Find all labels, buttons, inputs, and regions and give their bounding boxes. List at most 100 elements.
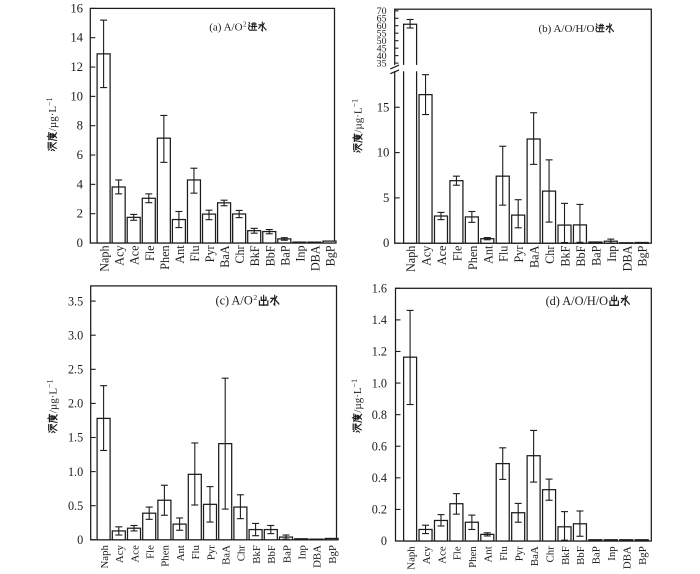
svg-text:Inp: Inp — [293, 245, 307, 261]
svg-text:Naph: Naph — [99, 545, 111, 569]
svg-text:DBA: DBA — [622, 546, 634, 569]
svg-text:5: 5 — [383, 191, 389, 205]
svg-text:60: 60 — [377, 21, 387, 32]
svg-text:Chr: Chr — [544, 546, 556, 563]
svg-text:0.6: 0.6 — [372, 439, 387, 453]
svg-text:BbF: BbF — [266, 545, 278, 564]
svg-text:DBA: DBA — [308, 245, 322, 271]
svg-text:0: 0 — [383, 236, 389, 250]
svg-text:0: 0 — [77, 533, 83, 547]
svg-text:55: 55 — [377, 28, 387, 39]
svg-text:14: 14 — [70, 31, 83, 45]
svg-text:Fle: Fle — [145, 545, 157, 559]
svg-text:50: 50 — [377, 36, 387, 47]
svg-text:0: 0 — [381, 534, 387, 548]
svg-text:BkF: BkF — [559, 245, 573, 266]
svg-text:Pyr: Pyr — [205, 545, 217, 560]
svg-text:70: 70 — [377, 6, 387, 17]
svg-text:Ant: Ant — [175, 545, 187, 561]
svg-text:Ant: Ant — [481, 245, 495, 264]
svg-text:0.5: 0.5 — [68, 499, 83, 513]
svg-text:Flu: Flu — [497, 246, 511, 262]
svg-text:BaA: BaA — [221, 545, 233, 565]
svg-text:2: 2 — [77, 207, 83, 221]
svg-text:Chr: Chr — [233, 245, 247, 263]
svg-text:Flu: Flu — [190, 545, 202, 560]
svg-text:0.8: 0.8 — [372, 408, 387, 422]
svg-text:Acy: Acy — [420, 245, 434, 266]
svg-text:Phen: Phen — [158, 245, 172, 269]
svg-text:Ace: Ace — [436, 546, 448, 564]
svg-text:Ant: Ant — [483, 546, 495, 562]
svg-text:Chr: Chr — [543, 246, 557, 264]
svg-text:BaP: BaP — [281, 545, 293, 563]
svg-text:BaP: BaP — [589, 245, 603, 266]
svg-text:40: 40 — [377, 51, 387, 62]
svg-text:Phen: Phen — [467, 546, 479, 568]
svg-text:0: 0 — [77, 236, 83, 250]
svg-text:−1: −1 — [351, 99, 360, 108]
svg-text:1.6: 1.6 — [372, 282, 387, 296]
svg-text:BkF: BkF — [560, 546, 572, 565]
svg-text:Pyr: Pyr — [512, 246, 526, 263]
svg-text:BaA: BaA — [218, 245, 232, 268]
svg-text:BkF: BkF — [251, 545, 263, 564]
svg-text:Flu: Flu — [498, 546, 510, 561]
svg-text:2.0: 2.0 — [68, 397, 83, 411]
svg-text:1.4: 1.4 — [372, 313, 387, 327]
svg-text:10: 10 — [377, 146, 390, 160]
svg-text:/µg·L: /µg·L — [47, 106, 59, 132]
svg-text:−1: −1 — [46, 379, 55, 388]
svg-text:BgP: BgP — [324, 245, 338, 266]
svg-text:BbF: BbF — [574, 245, 588, 266]
svg-text:Acy: Acy — [113, 245, 127, 266]
svg-text:BaA: BaA — [528, 245, 542, 268]
svg-text:BbF: BbF — [263, 245, 277, 266]
svg-text:1.5: 1.5 — [68, 431, 83, 445]
svg-text:Naph: Naph — [404, 246, 418, 272]
svg-text:BkF: BkF — [248, 245, 262, 266]
svg-text:8: 8 — [77, 119, 83, 133]
svg-text:3.5: 3.5 — [68, 294, 83, 308]
svg-text:Ant: Ant — [173, 245, 187, 264]
svg-text:6: 6 — [77, 148, 83, 162]
svg-text:Chr: Chr — [236, 545, 248, 562]
svg-text:4: 4 — [77, 177, 84, 191]
svg-text:0.4: 0.4 — [372, 471, 387, 485]
svg-text:BaP: BaP — [278, 245, 292, 266]
svg-text:65: 65 — [377, 13, 387, 24]
svg-text:DBA: DBA — [312, 545, 324, 568]
svg-text:Flu: Flu — [188, 245, 202, 261]
svg-text:2: 2 — [253, 293, 257, 302]
svg-text:Fle: Fle — [452, 546, 464, 560]
svg-text:BaA: BaA — [529, 546, 541, 566]
svg-text:35: 35 — [377, 58, 387, 69]
svg-text:10: 10 — [70, 89, 83, 103]
svg-text:15: 15 — [377, 100, 390, 114]
svg-text:Naph: Naph — [98, 245, 112, 271]
svg-text:BgP: BgP — [636, 245, 650, 266]
svg-text:−1: −1 — [45, 97, 54, 106]
svg-text:/µg·L: /µg·L — [352, 107, 364, 133]
svg-text:2: 2 — [243, 22, 247, 29]
svg-text:BgP: BgP — [327, 545, 339, 564]
svg-text:/µg·L: /µg·L — [352, 387, 364, 413]
svg-text:Inp: Inp — [606, 546, 618, 560]
svg-text:Naph: Naph — [405, 546, 417, 570]
svg-text:12: 12 — [70, 60, 83, 74]
svg-text:1.0: 1.0 — [68, 465, 83, 479]
svg-text:/µg·L: /µg·L — [47, 388, 59, 414]
svg-text:0.2: 0.2 — [372, 503, 387, 517]
svg-text:Fle: Fle — [450, 246, 464, 262]
svg-text:Ace: Ace — [128, 245, 142, 265]
svg-text:Inp: Inp — [605, 246, 619, 262]
svg-text:Acy: Acy — [421, 546, 433, 565]
svg-text:(d) A/O/H/O: (d) A/O/H/O — [546, 294, 609, 308]
svg-text:Phen: Phen — [160, 545, 172, 567]
svg-text:BgP: BgP — [637, 546, 649, 565]
svg-text:Pyr: Pyr — [513, 546, 525, 561]
svg-text:Acy: Acy — [114, 545, 126, 564]
svg-text:Phen: Phen — [466, 246, 480, 270]
svg-text:Pyr: Pyr — [203, 245, 217, 262]
svg-text:BaP: BaP — [591, 546, 603, 564]
